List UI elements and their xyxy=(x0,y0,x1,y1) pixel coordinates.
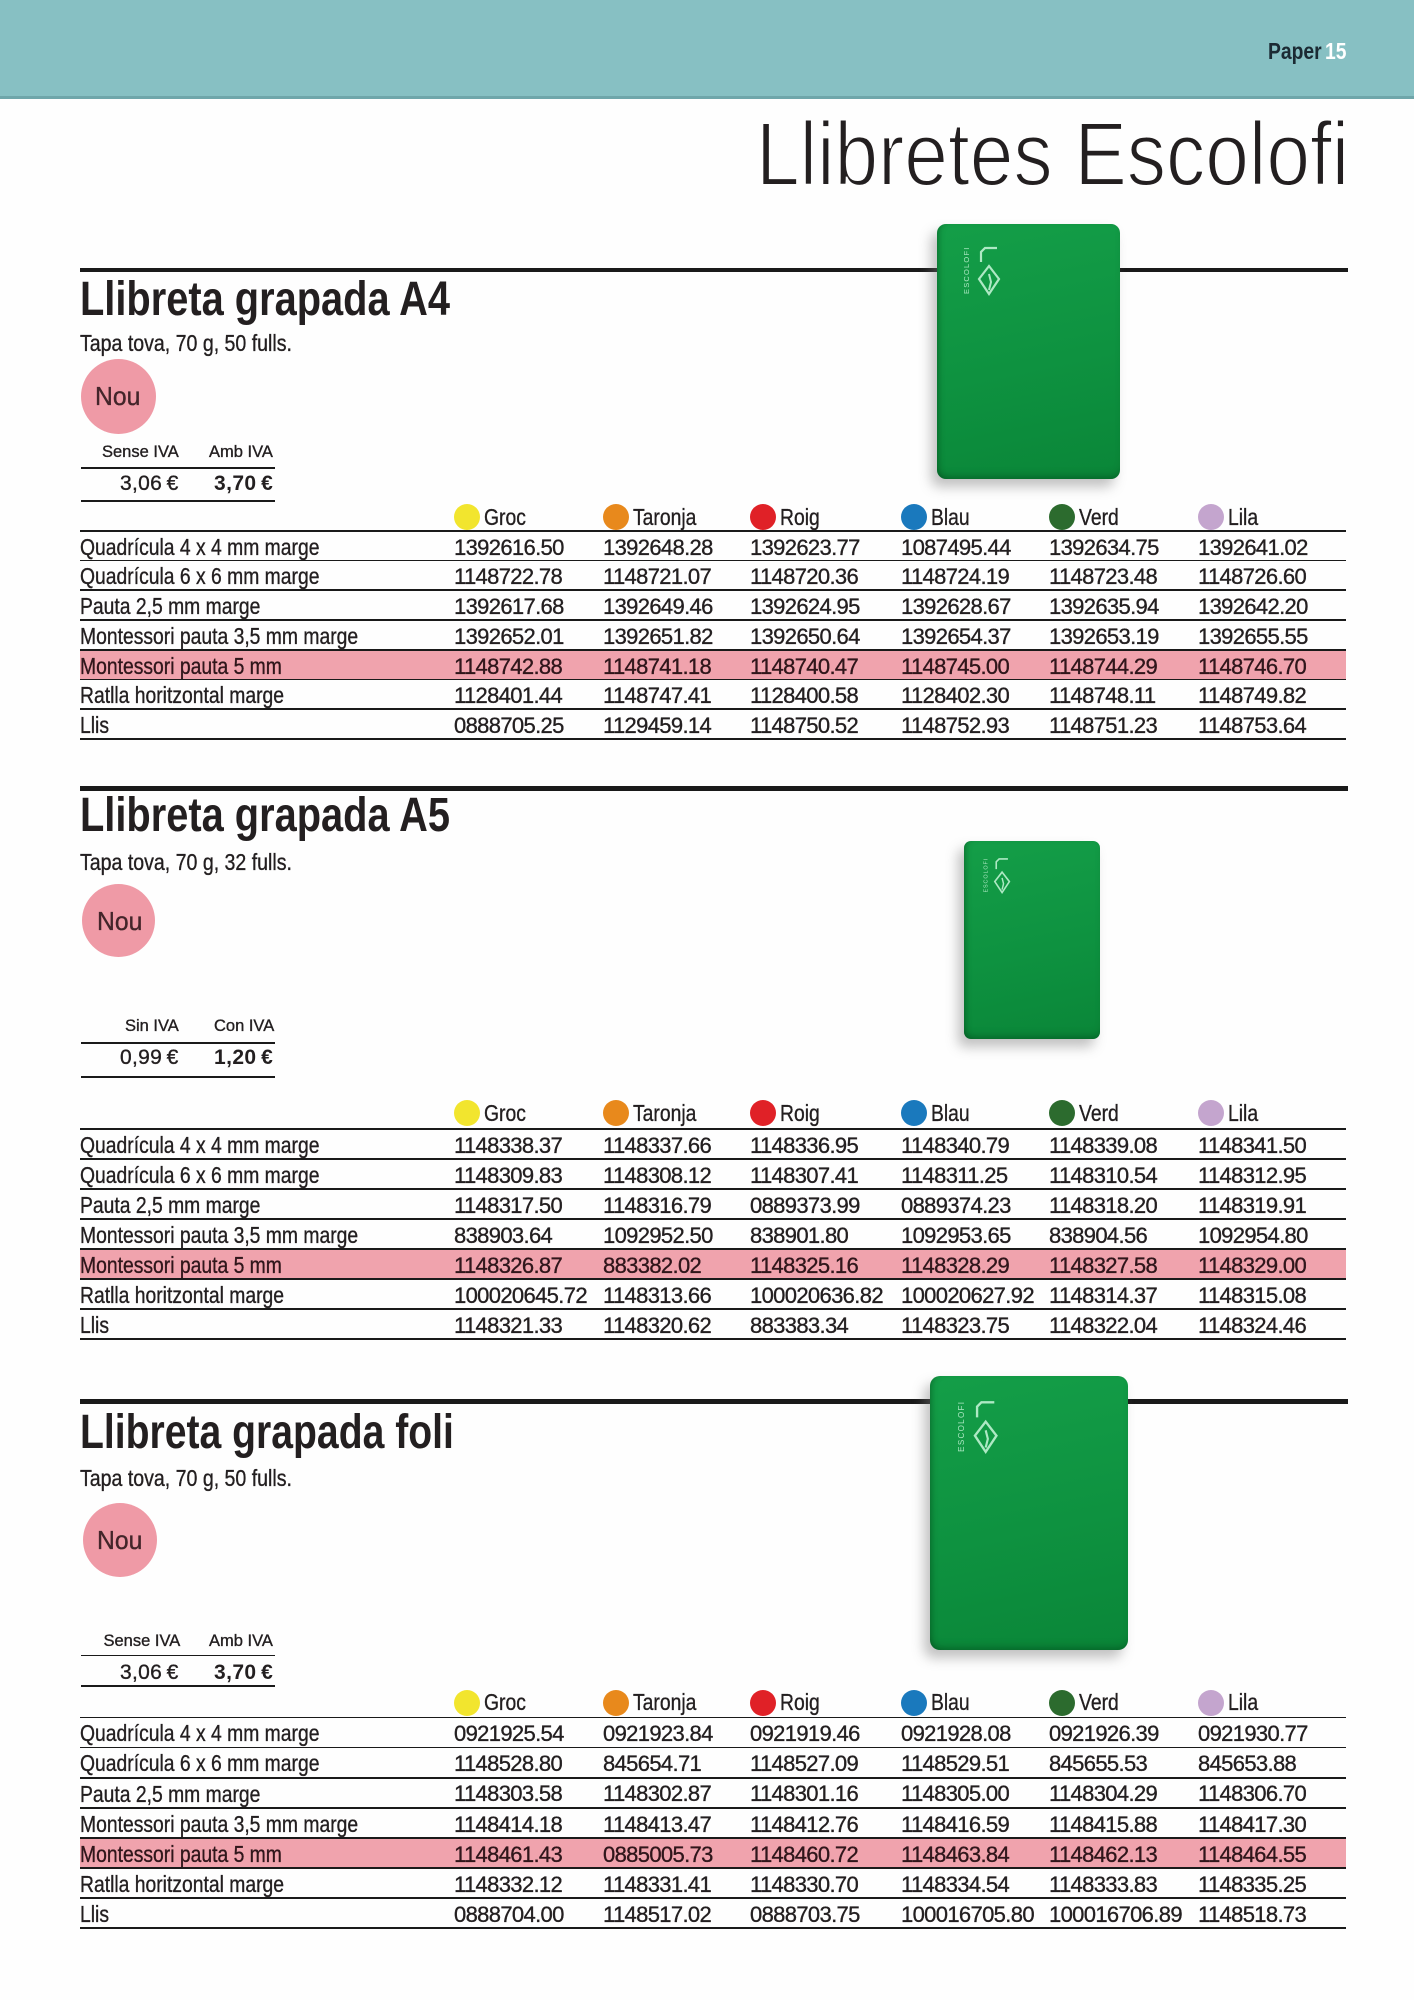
svg-text:ESCOLOFI: ESCOLOFI xyxy=(962,246,971,294)
svg-text:ESCOLOFI: ESCOLOFI xyxy=(957,1401,966,1452)
svg-text:ESCOLOFI: ESCOLOFI xyxy=(983,858,989,893)
